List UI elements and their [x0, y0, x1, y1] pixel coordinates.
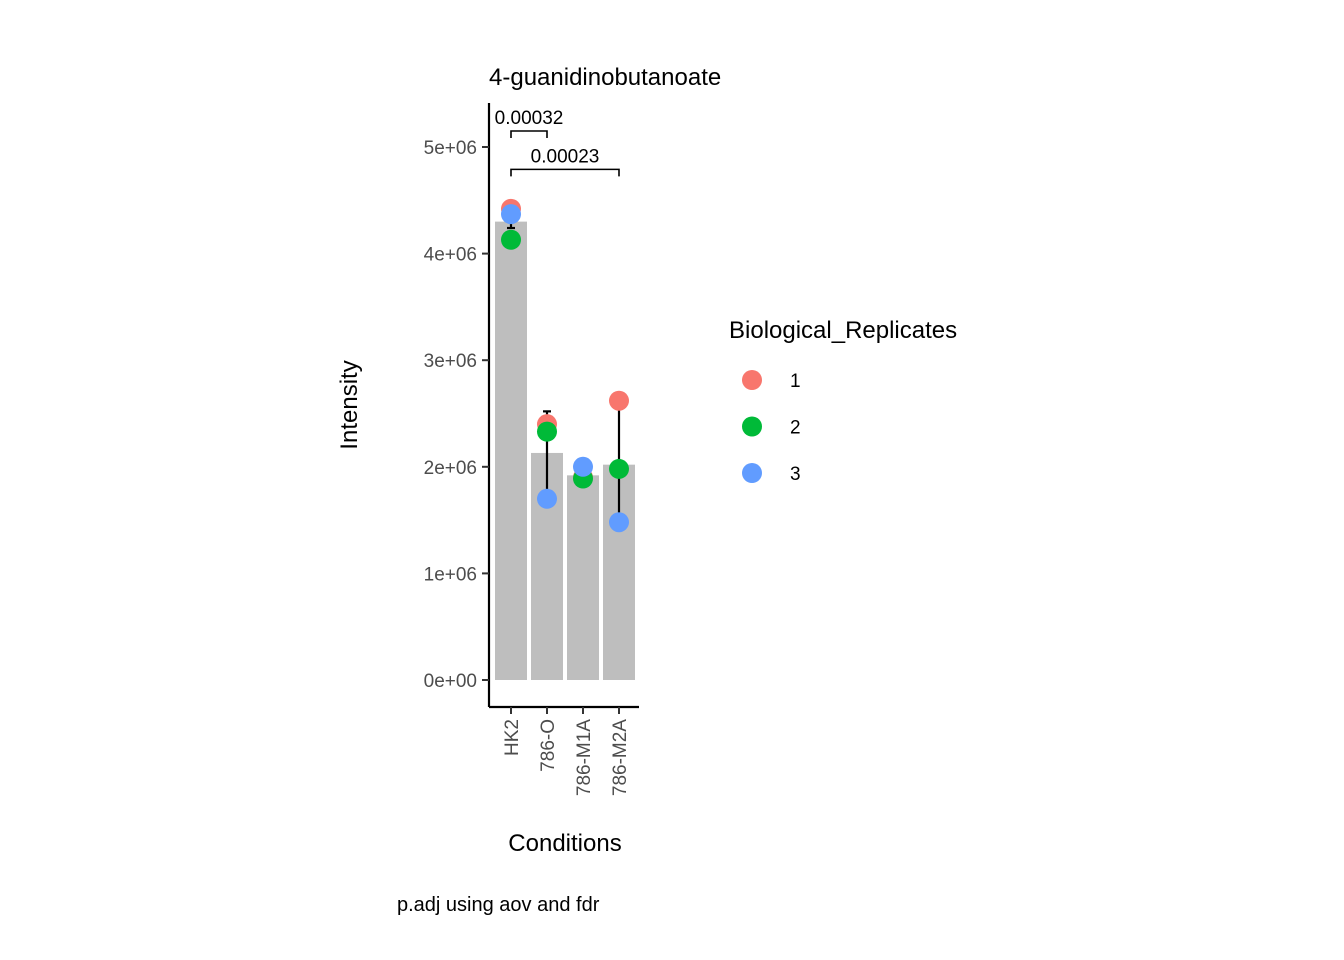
y-tick-label: 2e+06 — [424, 458, 477, 479]
point-rep3 — [501, 204, 521, 225]
chart-title: 4-guanidinobutanoate — [489, 64, 721, 91]
y-tick-label: 0e+00 — [424, 671, 477, 692]
legend-key-rep2 — [742, 416, 762, 437]
x-tick-label: 786-O — [538, 719, 559, 772]
axes: 0e+00 1e+06 2e+06 3e+06 4e+06 5e+06 HK2 786-O 78… — [424, 103, 639, 796]
point-rep1 — [609, 390, 629, 411]
bracket-line — [510, 168, 620, 177]
point-rep2 — [537, 421, 557, 442]
legend: Biological_Replicates 1 2 3 — [729, 317, 957, 485]
x-tick-label: 786-M1A — [574, 719, 595, 796]
legend-label: 1 — [790, 371, 801, 392]
legend-key-rep3 — [742, 463, 762, 483]
p-value-label: 0.00032 — [495, 108, 564, 129]
legend-key-rep1 — [742, 370, 762, 390]
point-rep3 — [573, 456, 593, 477]
legend-title: Biological_Replicates — [729, 317, 957, 344]
legend-label: 3 — [790, 464, 801, 485]
p-value-label: 0.00023 — [531, 146, 600, 167]
y-tick-label: 4e+06 — [424, 245, 477, 266]
y-tick-label: 5e+06 — [424, 138, 477, 159]
bracket-line — [510, 130, 548, 139]
x-tick-label: HK2 — [502, 719, 523, 756]
x-axis-title: Conditions — [508, 830, 621, 857]
caption: p.adj using aov and fdr — [397, 894, 600, 916]
plot-area: 0.00032 0.00023 — [495, 108, 635, 680]
point-rep2 — [609, 458, 629, 479]
y-axis-title: Intensity — [336, 360, 363, 449]
point-rep2 — [501, 229, 521, 250]
x-tick-label: 786-M2A — [610, 719, 631, 796]
significance-bracket: 0.00032 — [495, 108, 564, 139]
y-tick-label: 3e+06 — [424, 351, 477, 372]
legend-label: 2 — [790, 418, 801, 439]
y-tick-label: 1e+06 — [424, 564, 477, 585]
point-rep3 — [537, 488, 557, 509]
bar-786-m1a — [567, 475, 599, 680]
point-rep3 — [609, 512, 629, 533]
significance-bracket: 0.00023 — [510, 146, 620, 177]
bar-hk2 — [495, 221, 527, 680]
